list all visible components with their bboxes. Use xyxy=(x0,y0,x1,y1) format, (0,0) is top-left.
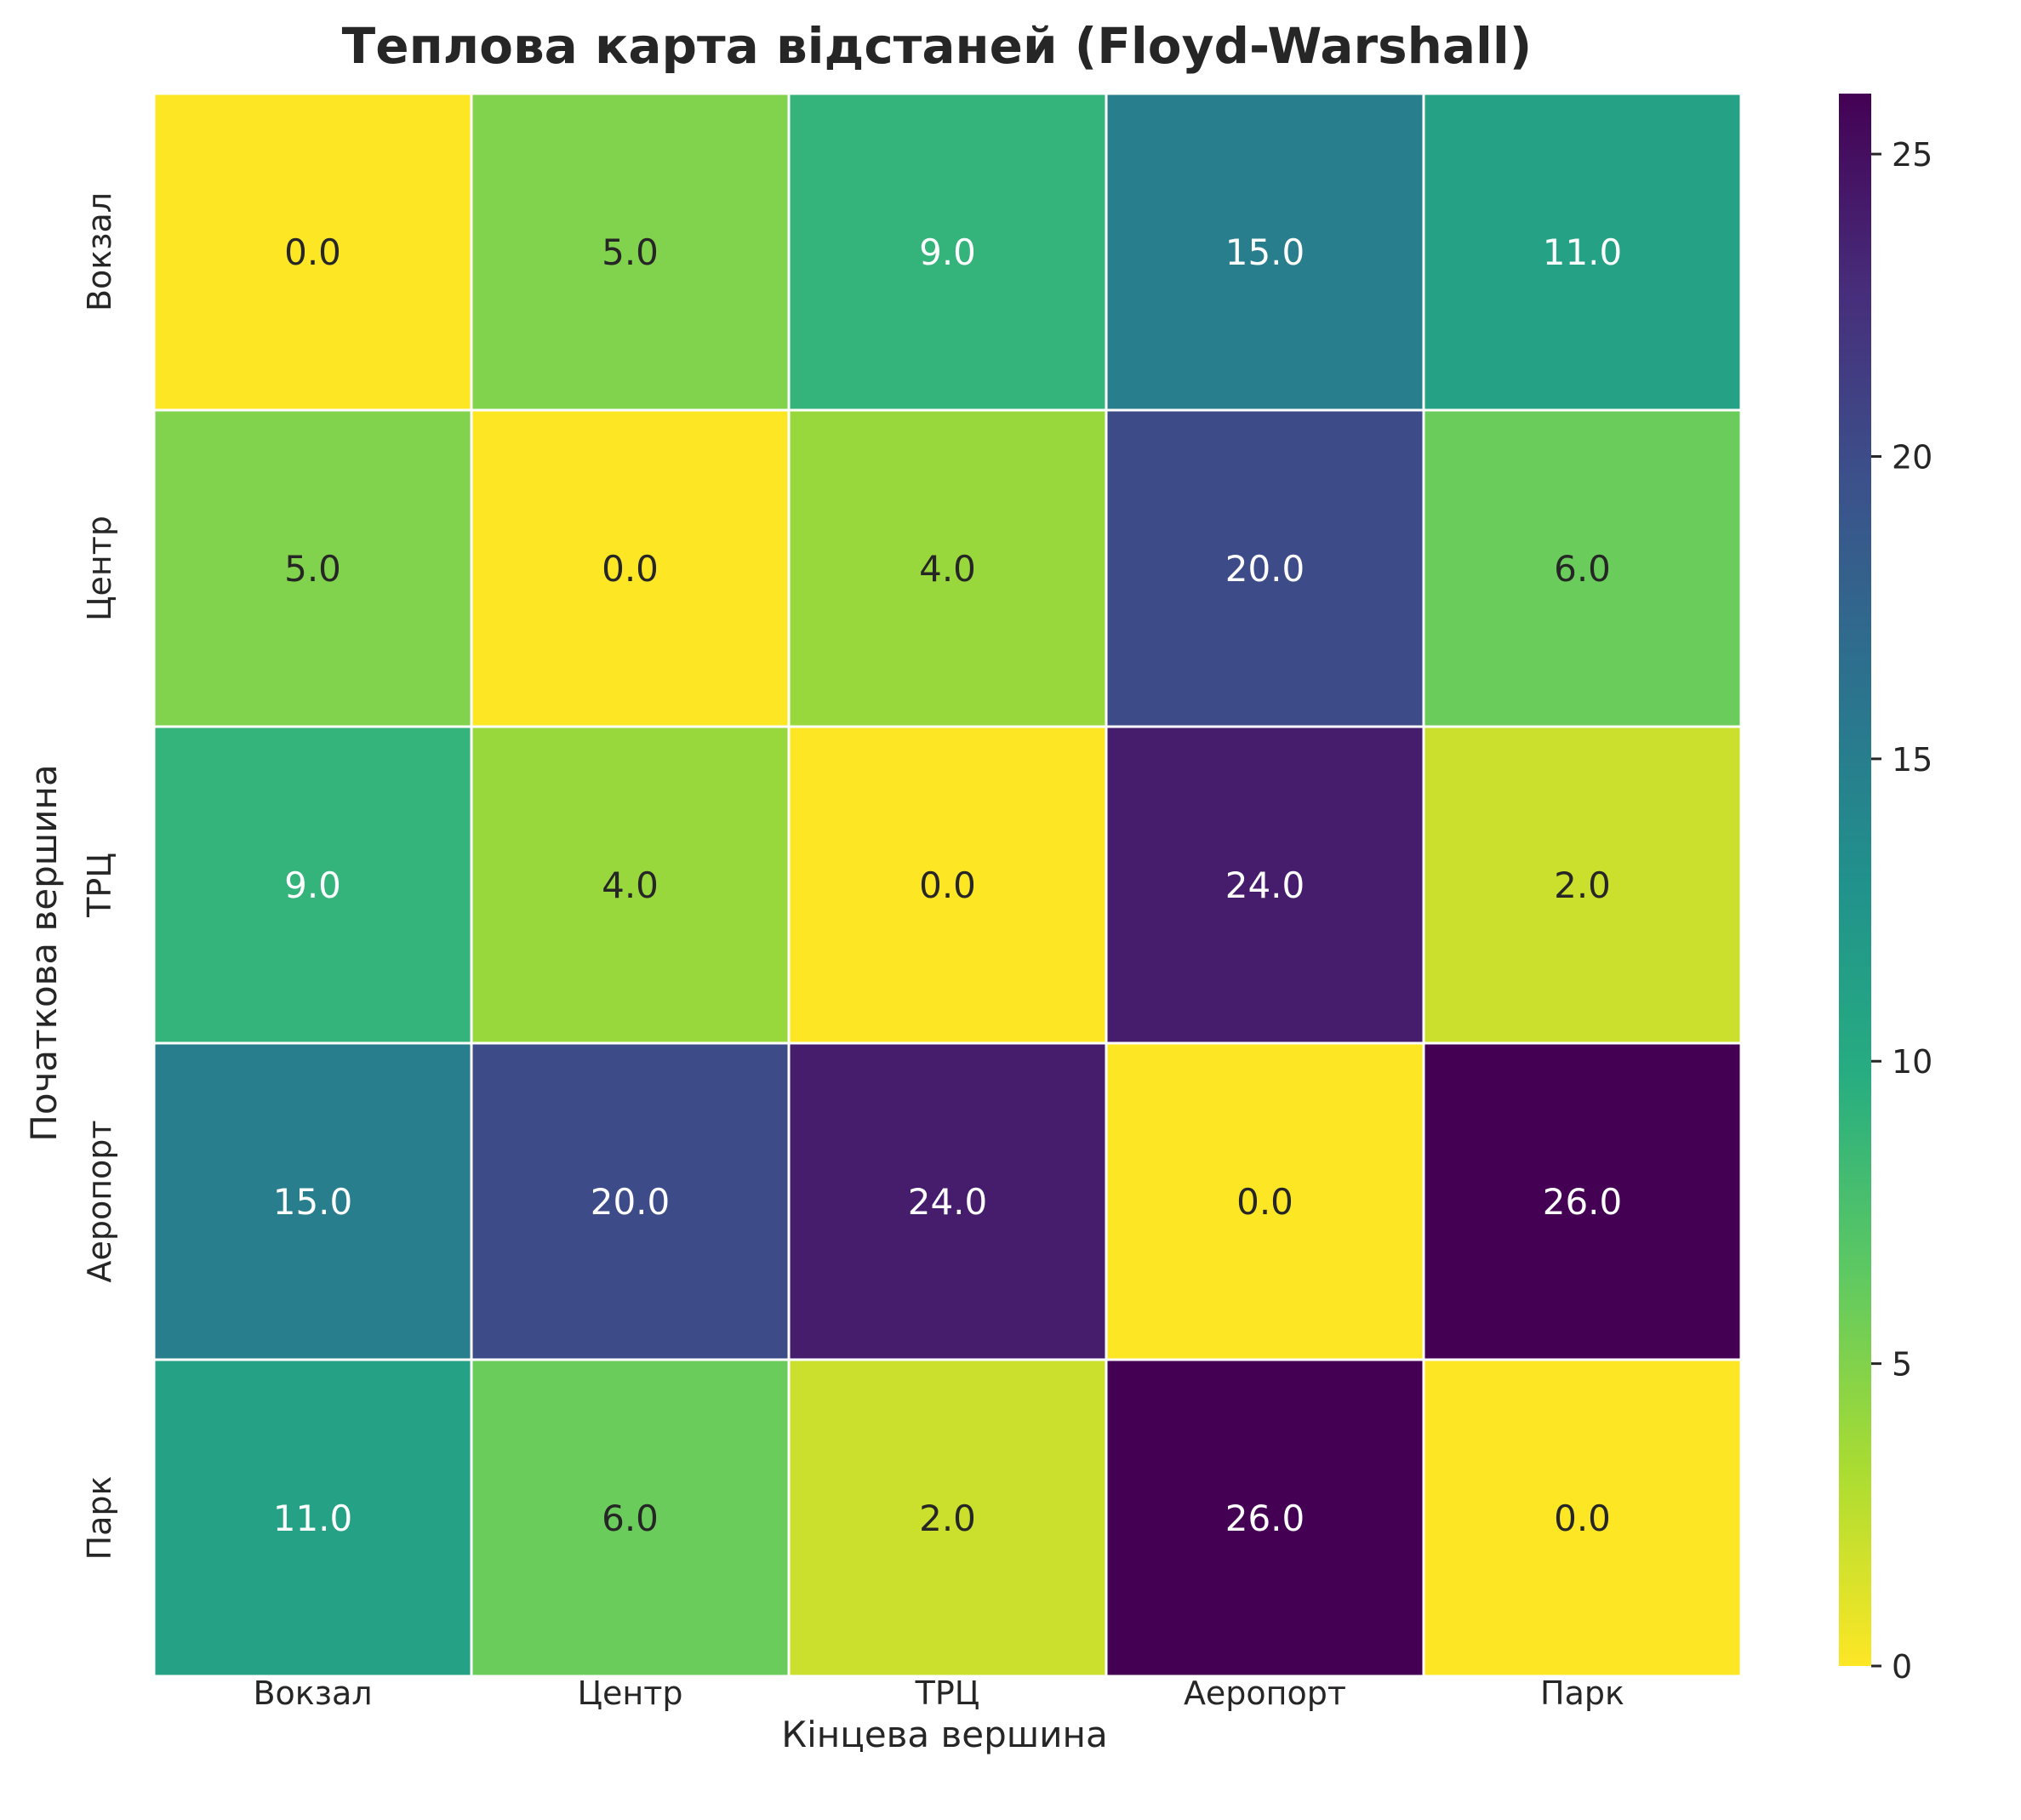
heatmap-cell xyxy=(470,1358,791,1678)
cell-value-label: 0.0 xyxy=(1236,1181,1293,1223)
chart-title: Теплова карта відстаней (Floyd-Warshall) xyxy=(342,17,1533,75)
cell-value-label: 5.0 xyxy=(602,231,659,273)
cell-value-label: 26.0 xyxy=(1225,1498,1305,1539)
y-tick-label: Вокзал xyxy=(81,192,118,311)
cell-value-label: 24.0 xyxy=(1225,864,1305,906)
y-tick-label: ТРЦ xyxy=(81,853,118,918)
heatmap-cell xyxy=(1422,1041,1743,1361)
x-tick-label: Парк xyxy=(1540,1675,1624,1712)
heatmap-cell xyxy=(1422,92,1743,412)
heatmap-cell xyxy=(1422,1358,1743,1678)
heatmap-cell xyxy=(787,1041,1108,1361)
cell-value-label: 15.0 xyxy=(273,1181,353,1223)
colorbar-gradient-bar xyxy=(1839,94,1871,1666)
heatmap-cells: 0.0 5.0 9.0 15.0 11.0 5.0 0.0 4.0 20.0 6.0 9.0 4.0 0… xyxy=(152,92,1743,1678)
x-tick-label: Аеропорт xyxy=(1184,1675,1346,1712)
cell-value-label: 0.0 xyxy=(1554,1498,1611,1539)
heatmap-cell xyxy=(152,1041,473,1361)
x-tick-labels: Вокзал Центр ТРЦ Аеропорт Парк xyxy=(253,1675,1624,1712)
cell-value-label: 11.0 xyxy=(273,1498,353,1539)
colorbar-ticks: 0 5 10 15 20 25 xyxy=(1871,136,1933,1686)
cell-value-label: 0.0 xyxy=(602,548,659,590)
heatmap-cell xyxy=(787,92,1108,412)
heatmap-cell xyxy=(152,408,473,728)
cell-value-label: 4.0 xyxy=(602,864,659,906)
y-tick-labels: Вокзал Центр ТРЦ Аеропорт Парк xyxy=(81,192,118,1560)
cell-value-label: 26.0 xyxy=(1543,1181,1623,1223)
heatmap-cell xyxy=(470,1041,791,1361)
y-tick-label: Парк xyxy=(81,1476,118,1560)
y-tick-label: Аеропорт xyxy=(81,1120,118,1282)
x-tick-label: Вокзал xyxy=(253,1675,372,1712)
heatmap-cell xyxy=(470,92,791,412)
colorbar-tick-label: 25 xyxy=(1892,136,1933,174)
x-axis-label: Кінцева вершина xyxy=(781,1714,1107,1755)
y-tick-label: Центр xyxy=(81,516,118,621)
heatmap-cell xyxy=(787,725,1108,1045)
cell-value-label: 5.0 xyxy=(284,548,341,590)
heatmap-cell xyxy=(1105,92,1425,412)
cell-value-label: 9.0 xyxy=(919,231,976,273)
heatmap-cell xyxy=(470,725,791,1045)
cell-value-label: 4.0 xyxy=(919,548,976,590)
heatmap-cell xyxy=(152,92,473,412)
colorbar-tick-label: 15 xyxy=(1892,741,1933,779)
heatmap-cell xyxy=(787,1358,1108,1678)
heatmap-cell xyxy=(787,408,1108,728)
heatmap-cell xyxy=(1105,725,1425,1045)
cell-value-label: 0.0 xyxy=(919,864,976,906)
colorbar-tick-label: 0 xyxy=(1892,1648,1912,1686)
heatmap-cell xyxy=(152,1358,473,1678)
x-tick-label: Центр xyxy=(578,1675,683,1712)
x-tick-label: ТРЦ xyxy=(915,1675,980,1712)
cell-value-label: 20.0 xyxy=(591,1181,671,1223)
y-axis-label: Початкова вершина xyxy=(23,764,65,1141)
cell-value-label: 2.0 xyxy=(919,1498,976,1539)
cell-value-label: 15.0 xyxy=(1225,231,1305,273)
cell-value-label: 0.0 xyxy=(284,231,341,273)
cell-value-label: 24.0 xyxy=(908,1181,988,1223)
cell-value-label: 6.0 xyxy=(602,1498,659,1539)
heatmap-cell xyxy=(1422,408,1743,728)
heatmap-cell xyxy=(1422,725,1743,1045)
colorbar-tick-label: 10 xyxy=(1892,1043,1933,1081)
heatmap-cell xyxy=(1105,1041,1425,1361)
colorbar-tick-label: 5 xyxy=(1892,1346,1912,1384)
cell-value-label: 6.0 xyxy=(1554,548,1611,590)
cell-value-label: 2.0 xyxy=(1554,864,1611,906)
colorbar: 0 5 10 15 20 25 xyxy=(1839,94,1933,1686)
cell-value-label: 11.0 xyxy=(1543,231,1623,273)
colorbar-tick-label: 20 xyxy=(1892,438,1933,476)
cell-value-label: 20.0 xyxy=(1225,548,1305,590)
cell-value-label: 9.0 xyxy=(284,864,341,906)
